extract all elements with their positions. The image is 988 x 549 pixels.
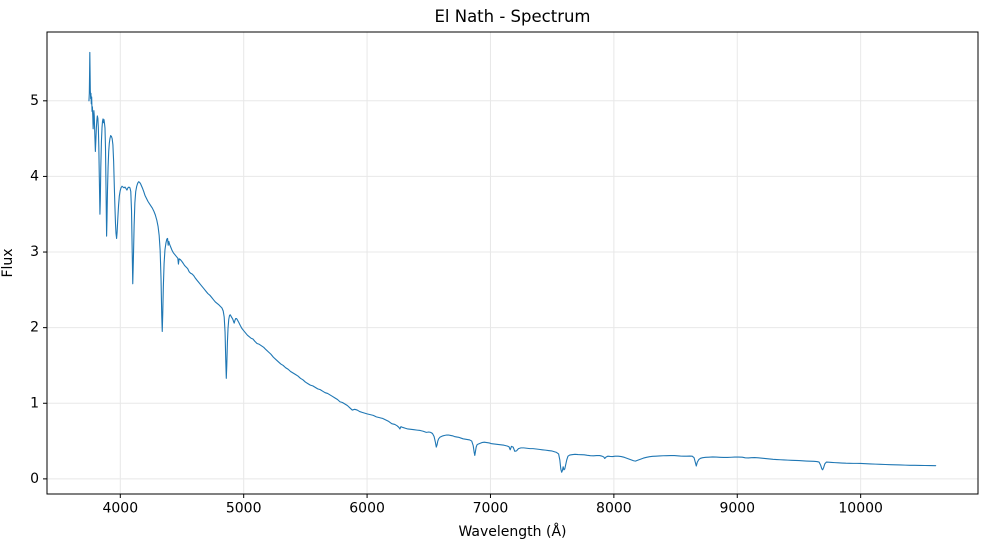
y-tick-label: 0 xyxy=(30,471,39,487)
x-axis-label: Wavelength (Å) xyxy=(458,524,567,540)
x-tick-label: 9000 xyxy=(719,501,755,517)
x-tick-label: 10000 xyxy=(838,501,883,517)
chart-title: El Nath - Spectrum xyxy=(434,7,591,26)
y-tick-label: 3 xyxy=(30,244,39,260)
x-tick-label: 6000 xyxy=(349,501,385,517)
y-tick-label: 1 xyxy=(30,395,39,411)
y-tick-label: 2 xyxy=(30,320,39,336)
x-tick-label: 8000 xyxy=(596,501,632,517)
x-tick-label: 4000 xyxy=(102,501,138,517)
spectrum-line xyxy=(88,51,937,473)
y-axis-label: Flux xyxy=(0,248,16,278)
y-tick-label: 5 xyxy=(30,93,39,109)
x-tick-label: 7000 xyxy=(473,501,509,517)
plot-border xyxy=(46,31,979,495)
x-tick-label: 5000 xyxy=(226,501,262,517)
y-tick-label: 4 xyxy=(30,168,39,184)
